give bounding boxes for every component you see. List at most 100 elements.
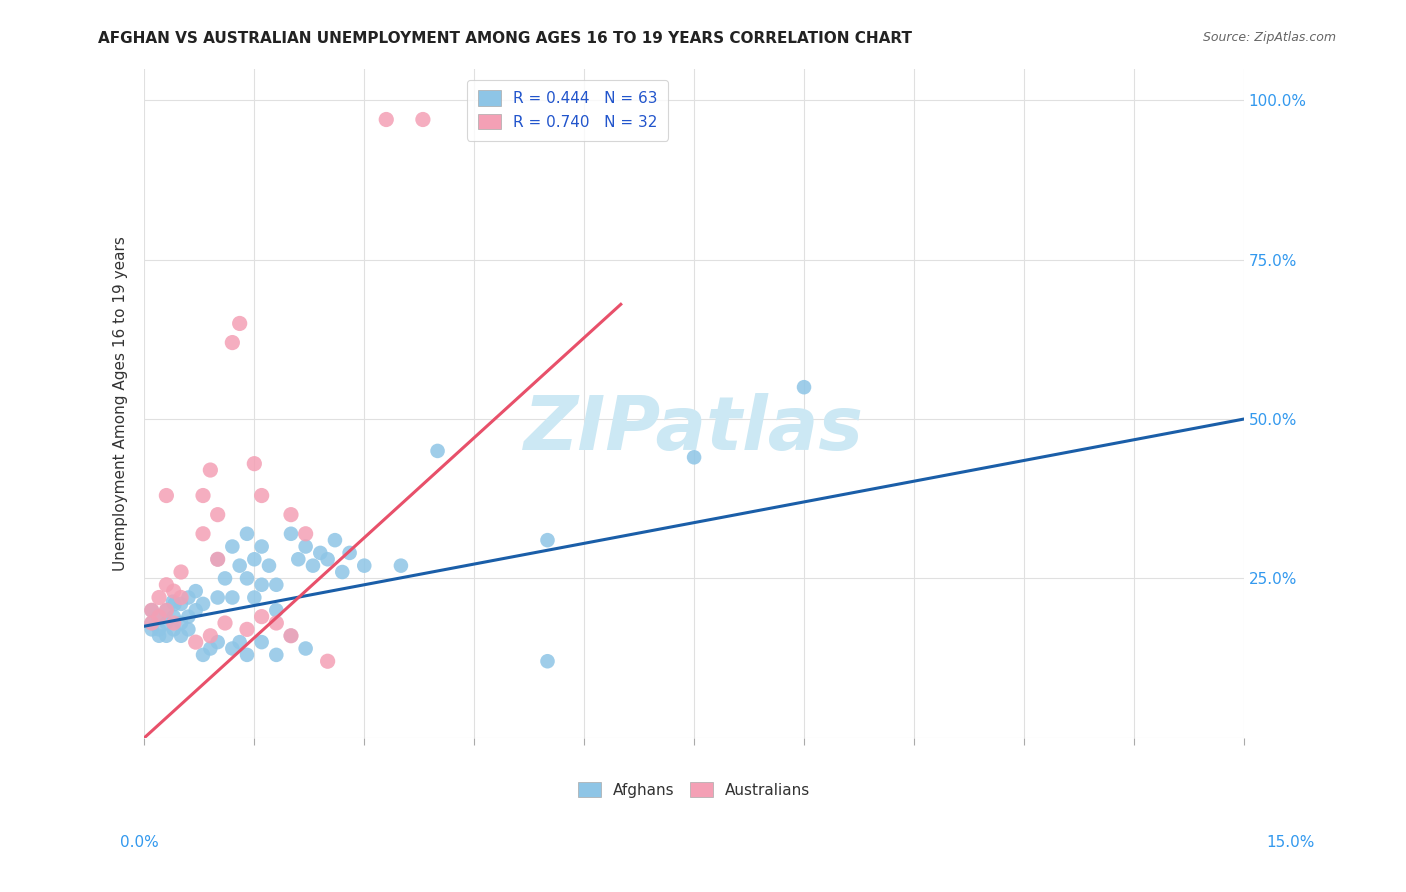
Point — [155, 578, 177, 592]
Point — [214, 571, 236, 585]
Point — [191, 526, 214, 541]
Point — [200, 641, 222, 656]
Point — [184, 584, 207, 599]
Text: ZIPatlas: ZIPatlas — [524, 393, 865, 467]
Point — [163, 597, 186, 611]
Point — [316, 654, 339, 668]
Point — [148, 623, 170, 637]
Point — [155, 615, 177, 630]
Point — [250, 489, 273, 503]
Point — [228, 635, 250, 649]
Point — [148, 591, 170, 605]
Point — [330, 565, 353, 579]
Point — [214, 615, 236, 630]
Point — [266, 603, 288, 617]
Point — [177, 591, 200, 605]
Point — [163, 609, 186, 624]
Point — [162, 595, 184, 609]
Point — [221, 335, 243, 350]
Point — [250, 578, 273, 592]
Point — [309, 546, 332, 560]
Point — [191, 648, 214, 662]
Point — [170, 565, 193, 579]
Point — [243, 457, 266, 471]
Point — [177, 609, 200, 624]
Point — [163, 615, 186, 630]
Point — [200, 463, 222, 477]
Point — [155, 603, 177, 617]
Text: 15.0%: 15.0% — [1267, 836, 1315, 850]
Point — [243, 552, 266, 566]
Text: Source: ZipAtlas.com: Source: ZipAtlas.com — [1202, 31, 1336, 45]
Point — [294, 540, 316, 554]
Point — [250, 609, 273, 624]
Point — [353, 558, 375, 573]
Point — [141, 603, 163, 617]
Point — [141, 603, 163, 617]
Point — [191, 489, 214, 503]
Point — [141, 615, 163, 630]
Point — [170, 629, 193, 643]
Point — [280, 629, 302, 643]
Point — [280, 526, 302, 541]
Y-axis label: Unemployment Among Ages 16 to 19 years: Unemployment Among Ages 16 to 19 years — [114, 235, 128, 571]
Point — [236, 623, 259, 637]
Point — [389, 558, 412, 573]
Point — [207, 552, 229, 566]
Point — [200, 629, 222, 643]
Point — [163, 623, 186, 637]
Point — [170, 615, 193, 630]
Point — [141, 623, 163, 637]
Point — [155, 489, 177, 503]
Point — [375, 112, 398, 127]
Point — [250, 635, 273, 649]
Point — [294, 526, 316, 541]
Point — [148, 609, 170, 624]
Point — [243, 591, 266, 605]
Point — [155, 629, 177, 643]
Point — [155, 603, 177, 617]
Point — [683, 450, 706, 465]
Point — [207, 591, 229, 605]
Point — [221, 540, 243, 554]
Point — [184, 603, 207, 617]
Point — [228, 317, 250, 331]
Point — [191, 597, 214, 611]
Point — [266, 578, 288, 592]
Point — [287, 552, 309, 566]
Point — [266, 615, 288, 630]
Point — [207, 508, 229, 522]
Point — [236, 648, 259, 662]
Point — [280, 508, 302, 522]
Point — [228, 558, 250, 573]
Point — [148, 609, 170, 624]
Point — [163, 584, 186, 599]
Point — [536, 654, 558, 668]
Point — [294, 641, 316, 656]
Point — [170, 597, 193, 611]
Text: 0.0%: 0.0% — [120, 836, 159, 850]
Point — [207, 635, 229, 649]
Point — [221, 591, 243, 605]
Point — [236, 571, 259, 585]
Point — [141, 615, 163, 630]
Legend: Afghans, Australians: Afghans, Australians — [572, 775, 817, 804]
Point — [170, 591, 193, 605]
Point — [280, 629, 302, 643]
Text: AFGHAN VS AUSTRALIAN UNEMPLOYMENT AMONG AGES 16 TO 19 YEARS CORRELATION CHART: AFGHAN VS AUSTRALIAN UNEMPLOYMENT AMONG … — [98, 31, 912, 46]
Point — [184, 635, 207, 649]
Point — [536, 533, 558, 548]
Point — [177, 623, 200, 637]
Point — [250, 540, 273, 554]
Point — [236, 526, 259, 541]
Point — [148, 629, 170, 643]
Point — [266, 648, 288, 662]
Point — [323, 533, 346, 548]
Point — [316, 552, 339, 566]
Point — [257, 558, 280, 573]
Point — [412, 112, 434, 127]
Point — [207, 552, 229, 566]
Point — [793, 380, 815, 394]
Point — [221, 641, 243, 656]
Point — [426, 444, 449, 458]
